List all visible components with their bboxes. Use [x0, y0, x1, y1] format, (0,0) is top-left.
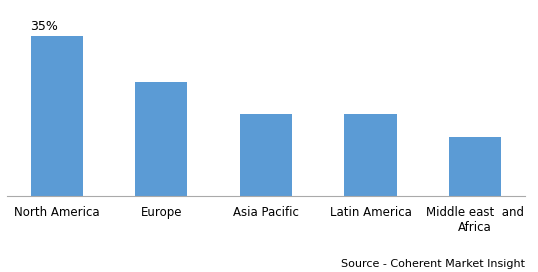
Bar: [344, 114, 397, 196]
Text: 35%: 35%: [31, 20, 59, 33]
Text: Source - Coherent Market Insight: Source - Coherent Market Insight: [341, 259, 525, 269]
Bar: [135, 82, 187, 196]
Bar: [31, 36, 83, 196]
Bar: [449, 137, 501, 196]
Bar: [240, 114, 292, 196]
